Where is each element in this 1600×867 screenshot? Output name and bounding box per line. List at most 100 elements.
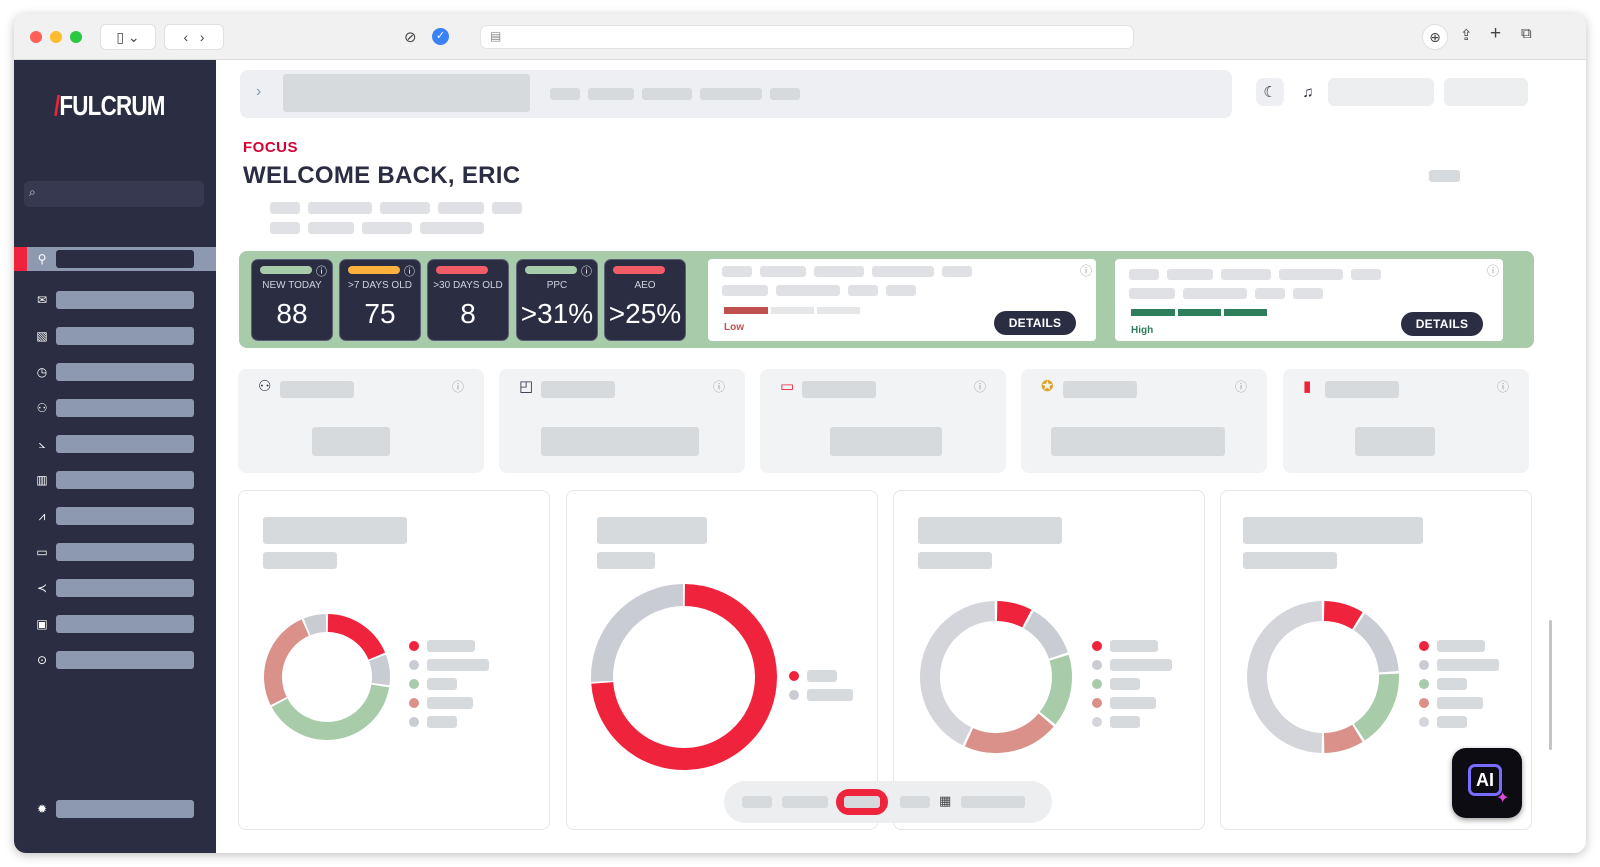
tabs-overview-icon[interactable]: ⧉ <box>1521 25 1532 42</box>
new-tab-icon[interactable]: + <box>1490 23 1502 44</box>
sidebar-toggle-button[interactable]: ▯ ⌄ <box>100 24 156 50</box>
donut-slice[interactable] <box>1353 673 1399 741</box>
header-action-placeholder[interactable] <box>1328 78 1434 106</box>
stat-card[interactable]: ▭ ⓘ <box>760 369 1006 473</box>
donut-slice[interactable] <box>303 614 327 636</box>
header-action-placeholder[interactable] <box>1444 78 1528 106</box>
view-option[interactable] <box>742 796 772 808</box>
sidebar-item-performance[interactable]: ⩘ <box>14 504 216 528</box>
stat-card[interactable]: ◰ ⓘ <box>499 369 745 473</box>
donut-slice[interactable] <box>327 614 386 660</box>
header-tab-placeholder[interactable] <box>700 88 762 100</box>
title-action-placeholder[interactable] <box>1429 170 1460 182</box>
donut-slice[interactable] <box>1323 724 1363 753</box>
donut-slice[interactable] <box>591 584 777 770</box>
back-forward-buttons[interactable]: ‹ › <box>164 24 224 50</box>
moon-icon[interactable]: ☾ <box>1256 78 1284 106</box>
info-icon[interactable]: ⓘ <box>1079 264 1092 278</box>
bars-icon: ▥ <box>36 473 48 487</box>
header-tab-placeholder[interactable] <box>770 88 800 100</box>
view-option[interactable] <box>782 796 828 808</box>
checkmark-icon[interactable]: ✓ <box>432 28 449 45</box>
ai-assistant-button[interactable]: AI ✦ <box>1452 748 1522 818</box>
header-tab-placeholder[interactable] <box>550 88 580 100</box>
info-icon[interactable]: ⓘ <box>404 266 415 278</box>
sidebar-item-messages[interactable]: ▭ <box>14 540 216 564</box>
sidebar-item-trends[interactable]: ⦣ <box>14 432 216 456</box>
donut-slice[interactable] <box>591 584 684 682</box>
section-label: FOCUS <box>243 139 298 156</box>
kpi-7-days-old[interactable]: ⓘ >7 DAYS OLD 75 <box>339 259 421 341</box>
detail-text-placeholder <box>722 266 752 277</box>
donut-chart-card[interactable] <box>566 490 878 830</box>
donut-slice[interactable] <box>1323 601 1363 630</box>
scrollbar[interactable] <box>1549 620 1552 750</box>
kpi-ppc[interactable]: ⓘ PPC >31% <box>516 259 598 341</box>
legend-label-placeholder <box>1437 659 1499 671</box>
subtitle-placeholder <box>270 202 300 214</box>
info-icon[interactable]: ⓘ <box>1235 380 1248 394</box>
sidebar-item-users[interactable]: ⚇ <box>14 396 216 420</box>
donut-slice[interactable] <box>964 713 1054 753</box>
sidebar-item-settings[interactable]: ✹ <box>14 797 216 821</box>
calendar-icon[interactable]: ▦ <box>939 793 952 808</box>
sidebar-search-input[interactable]: ⌕ <box>24 181 204 207</box>
info-icon[interactable]: ⓘ <box>1486 264 1499 278</box>
legend-label-placeholder <box>427 659 489 671</box>
sidebar-item-pinned[interactable]: ⚲ <box>14 247 216 271</box>
stat-card[interactable]: ▮ ⓘ <box>1283 369 1529 473</box>
share-icon: ≺ <box>36 581 48 595</box>
stat-card[interactable]: ⚇ ⓘ <box>238 369 484 473</box>
sidebar-item-share[interactable]: ≺ <box>14 576 216 600</box>
zoom-window-button[interactable] <box>70 31 82 43</box>
donut-slice[interactable] <box>996 601 1032 628</box>
address-bar[interactable]: ▤ <box>480 25 1134 49</box>
header-tab-placeholder[interactable] <box>642 88 692 100</box>
info-icon[interactable]: ⓘ <box>452 380 465 394</box>
browser-window: ▯ ⌄ ‹ › ⊘ ✓ ▤ ⊕ ⇪ + ⧉ /FULCRUM ⌕ ⚲ ✉ ▧ ◷… <box>14 14 1586 853</box>
chevron-right-icon[interactable]: › <box>256 83 262 100</box>
donut-slice[interactable] <box>264 619 310 706</box>
donut-slice[interactable] <box>1247 601 1323 753</box>
kpi-30-days-old[interactable]: >30 DAYS OLD 8 <box>427 259 509 341</box>
sidebar-item-media[interactable]: ▣ <box>14 612 216 636</box>
view-option-active[interactable] <box>836 789 888 815</box>
sidebar-item-reports[interactable]: ▧ <box>14 324 216 348</box>
date-range-placeholder[interactable] <box>961 796 1025 808</box>
info-icon[interactable]: ⓘ <box>316 266 327 278</box>
privacy-icon[interactable]: ⊘ <box>404 29 417 46</box>
view-option[interactable] <box>900 796 930 808</box>
info-icon[interactable]: ⓘ <box>1497 380 1510 394</box>
donut-slice[interactable] <box>368 654 390 686</box>
bell-icon[interactable]: ♫ <box>1302 83 1314 101</box>
header-tab-placeholder[interactable] <box>588 88 634 100</box>
stat-card[interactable]: ✪ ⓘ <box>1021 369 1267 473</box>
info-icon[interactable]: ⓘ <box>713 380 726 394</box>
donut-slice[interactable] <box>920 601 996 746</box>
stat-title-placeholder <box>541 381 615 398</box>
download-icon[interactable]: ⊕ <box>1422 24 1448 50</box>
donut-slice[interactable] <box>1023 611 1068 660</box>
sidebar-item-history[interactable]: ◷ <box>14 360 216 384</box>
sidebar-item-mail[interactable]: ✉ <box>14 288 216 312</box>
details-button[interactable]: DETAILS <box>994 311 1076 335</box>
donut-slice[interactable] <box>271 684 390 740</box>
sidebar-item-video[interactable]: ⊙ <box>14 648 216 672</box>
donut-slice[interactable] <box>1039 654 1072 725</box>
donut-slice[interactable] <box>1353 613 1399 673</box>
wallet-icon: ▭ <box>780 378 795 395</box>
kpi-new-today[interactable]: ⓘ NEW TODAY 88 <box>251 259 333 341</box>
donut-chart-card[interactable] <box>238 490 550 830</box>
close-window-button[interactable] <box>30 31 42 43</box>
detail-text-placeholder <box>1167 269 1213 280</box>
minimize-window-button[interactable] <box>50 31 62 43</box>
info-icon[interactable]: ⓘ <box>581 266 592 278</box>
kpi-aeo[interactable]: AEO >25% <box>604 259 686 341</box>
share-icon[interactable]: ⇪ <box>1460 27 1473 44</box>
fulcrum-logo[interactable]: /FULCRUM <box>54 90 165 122</box>
legend-dot <box>409 679 419 689</box>
details-button[interactable]: DETAILS <box>1401 312 1483 336</box>
sidebar-item-analytics[interactable]: ▥ <box>14 468 216 492</box>
info-icon[interactable]: ⓘ <box>974 380 987 394</box>
donut-chart-card[interactable] <box>893 490 1205 830</box>
